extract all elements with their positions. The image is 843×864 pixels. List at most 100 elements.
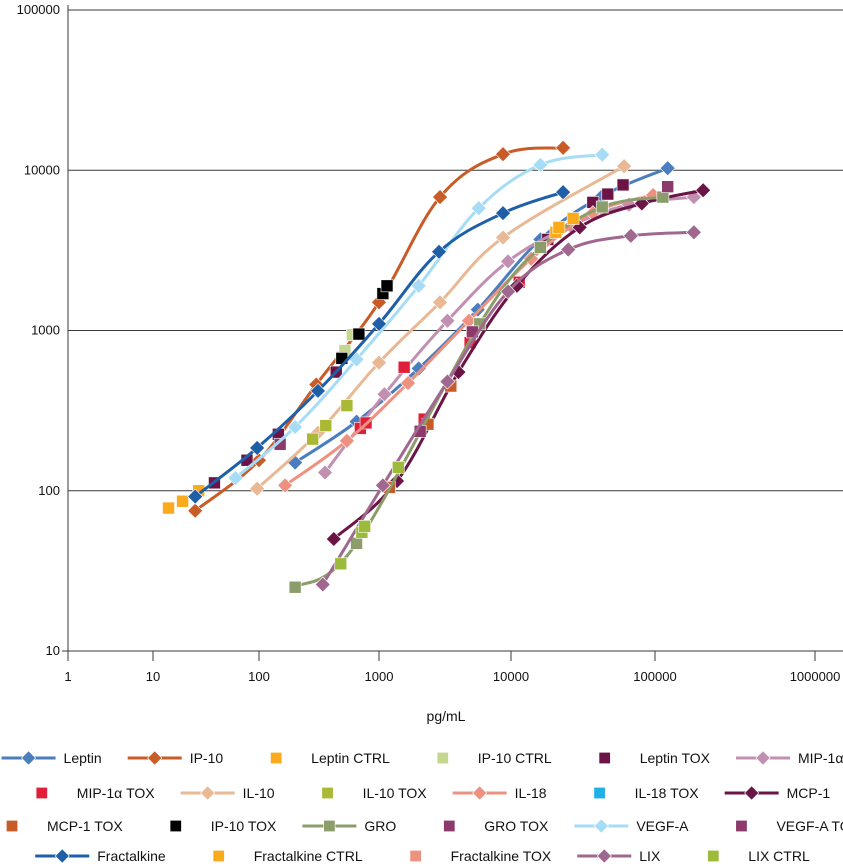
data-point [500, 283, 516, 300]
data-point [431, 243, 447, 260]
legend-item-ip-10: IP-10 [127, 750, 223, 766]
data-point [659, 160, 676, 177]
data-point [249, 480, 266, 497]
data-point [685, 224, 702, 241]
data-point [350, 536, 363, 550]
legend-marker [593, 818, 609, 834]
legend-marker [744, 785, 760, 801]
data-point [176, 494, 189, 508]
legend-item-mip-1alpha: MIP-1α [736, 750, 843, 766]
series-ip-10-tox [335, 279, 394, 365]
series-il-10-tox [306, 399, 354, 446]
legend-marker [21, 750, 37, 766]
data-point [187, 502, 204, 519]
series-line [294, 195, 664, 589]
data-point [306, 432, 319, 446]
y-tick-label: 100 [38, 483, 60, 498]
data-point [374, 477, 391, 494]
data-point [622, 227, 639, 244]
data-point [555, 139, 572, 156]
legend-label: IL-18 [515, 785, 547, 801]
legend-item-il-18: IL-18 [452, 785, 547, 801]
legend-item-gro: GRO [302, 818, 396, 834]
data-point [338, 432, 355, 449]
legend-item-fractalkine-ctrl: Fractalkine CTRL [212, 848, 363, 864]
legend-label: MCP-1 [787, 785, 831, 801]
legend-item-leptin: Leptin [1, 750, 102, 766]
legend-label: VEGF-A [636, 818, 689, 834]
data-point [334, 557, 348, 571]
legend-item-leptin-tox: Leptin TOX [598, 750, 711, 766]
y-tick-labels: 10 100 1000 10000 100000 [17, 2, 60, 658]
data-point [439, 373, 456, 390]
legend-label: LIX CTRL [748, 848, 810, 864]
data-point [310, 382, 326, 399]
data-point [560, 241, 577, 258]
legend-item-leptin-ctrl: Leptin CTRL [270, 750, 390, 766]
data-point [371, 315, 387, 332]
legend-label: IP-10 TOX [211, 818, 277, 834]
data-point [249, 440, 266, 456]
legend-marker [270, 751, 283, 764]
legend-item-vegf-a-tox: VEGF-A TOX [735, 818, 843, 834]
data-point [566, 212, 580, 225]
legend-marker [598, 751, 611, 764]
legend-item-vegf-a: VEGF-A [574, 818, 689, 834]
series-gro [288, 190, 670, 594]
series-fractalkine-ctrl [549, 212, 580, 239]
data-point [616, 178, 630, 192]
data-point [555, 184, 572, 201]
legend-marker [443, 819, 456, 832]
legend-marker [323, 819, 336, 832]
legend-marker [35, 786, 48, 799]
data-point [495, 229, 511, 246]
x-tick-label: 1000 [365, 669, 394, 684]
data-point [400, 375, 416, 391]
series-lix-ctrl [334, 461, 405, 571]
data-point [594, 146, 611, 163]
legend-marker [321, 786, 334, 799]
y-tick-label: 1000 [31, 323, 60, 338]
legend-label: GRO [364, 818, 396, 834]
legend-item-lix-ctrl: LIX CTRL [707, 848, 810, 864]
legend-item-il-10: IL-10 [180, 785, 275, 801]
data-point [287, 419, 304, 435]
series-lix [314, 224, 702, 593]
data-point [534, 241, 547, 254]
legend-label: Fractalkine [97, 848, 166, 864]
data-point [319, 419, 333, 432]
data-point [317, 464, 333, 481]
legend-marker [409, 849, 422, 862]
gridlines [68, 9, 843, 492]
data-point [288, 580, 302, 594]
data-point [523, 250, 540, 267]
legend-item-mip-1alpha-tox: MIP-1α TOX [35, 785, 155, 801]
data-point [439, 312, 456, 329]
data-point [695, 182, 712, 199]
legend-marker [169, 819, 182, 832]
legend-item-fractalkine-tox: Fractalkine TOX [409, 848, 552, 864]
legend-item-il-10-tox: IL-10 TOX [321, 785, 427, 801]
data-point [495, 146, 511, 163]
data-point [314, 576, 331, 593]
data-point [616, 158, 633, 175]
data-point [391, 461, 405, 474]
series-vegf-a [227, 146, 611, 486]
legend-label: MIP-1α [798, 750, 843, 766]
legend-label: MCP-1 TOX [47, 818, 123, 834]
data-point [470, 200, 487, 217]
series-layer [162, 139, 712, 594]
legend-item-fractalkine: Fractalkine [35, 848, 166, 864]
data-point [532, 156, 549, 173]
data-point [380, 279, 394, 293]
legend-item-mcp-1-tox: MCP-1 TOX [6, 818, 123, 834]
data-point [340, 399, 354, 412]
y-tick-label: 10 [46, 643, 60, 658]
legend-label: Fractalkine TOX [451, 848, 552, 864]
data-point [227, 470, 244, 486]
y-tick-label: 10000 [24, 162, 60, 177]
data-point [432, 189, 448, 206]
legend-item-ip-10-ctrl: IP-10 CTRL [436, 750, 552, 766]
legend-marker [6, 819, 19, 832]
